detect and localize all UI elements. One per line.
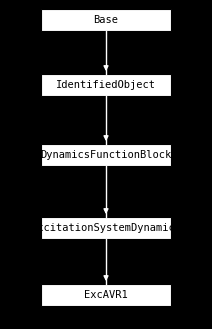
Text: IdentifiedObject: IdentifiedObject [56, 80, 156, 90]
FancyBboxPatch shape [41, 284, 171, 306]
Text: ExcAVR1: ExcAVR1 [84, 290, 128, 300]
FancyBboxPatch shape [41, 9, 171, 31]
Text: DynamicsFunctionBlock: DynamicsFunctionBlock [40, 150, 172, 160]
Text: ExcitationSystemDynamics: ExcitationSystemDynamics [31, 223, 181, 233]
FancyBboxPatch shape [41, 74, 171, 96]
Text: Base: Base [93, 15, 119, 25]
FancyBboxPatch shape [41, 144, 171, 166]
FancyBboxPatch shape [41, 217, 171, 239]
